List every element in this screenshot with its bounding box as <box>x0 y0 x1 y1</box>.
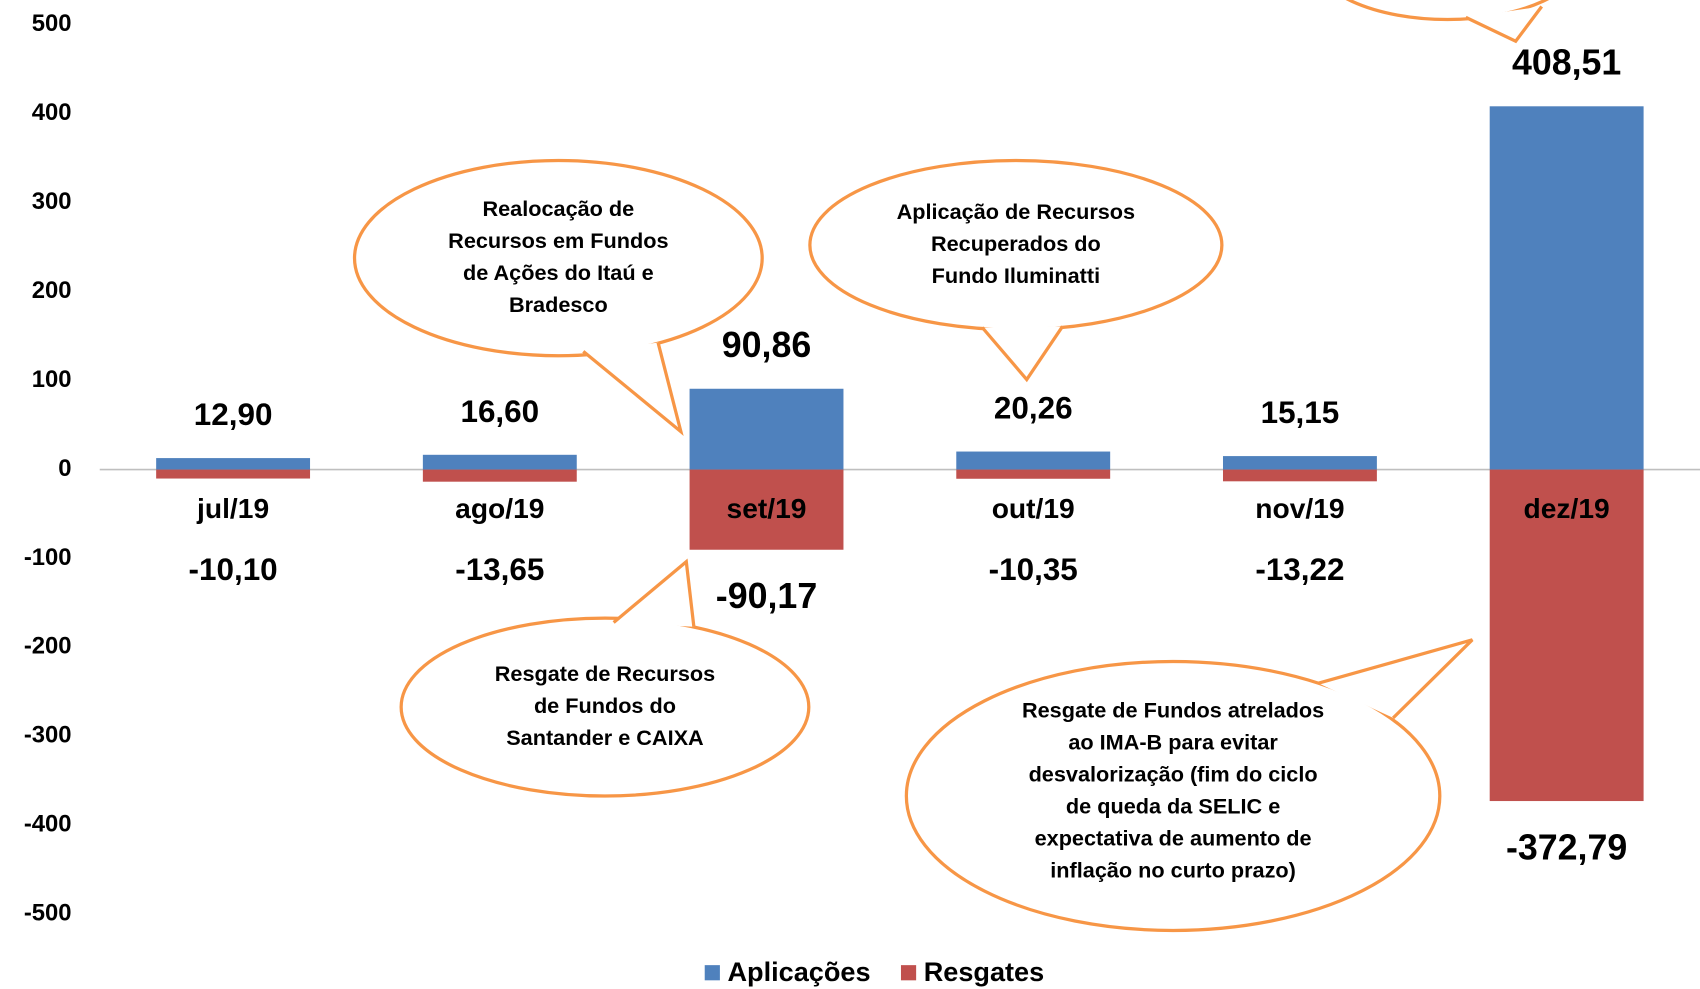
callout-bubble <box>352 158 764 358</box>
annotation: Recuperados do <box>931 231 1101 256</box>
y-tick-label: 500 <box>32 10 72 37</box>
value-label: -13,22 <box>1255 552 1344 587</box>
annotation: expectativa de aumento de <box>1035 825 1312 850</box>
x-tick-label: jul/19 <box>196 492 269 524</box>
callout-bubble <box>1345 0 1550 22</box>
bar <box>689 469 844 550</box>
value-label: 12,90 <box>194 397 273 432</box>
annotation: Santander e CAIXA <box>506 725 704 750</box>
callout <box>1345 0 1550 44</box>
callout: Aplicação de Recursos Recuperados do Fundo… <box>808 158 1224 383</box>
callout-tail-edge <box>612 558 696 627</box>
callout-tail <box>982 326 1063 380</box>
annotation: ao IMA-B para evitar <box>1068 729 1278 754</box>
annotation: Recursos em Fundos <box>448 228 668 253</box>
bar <box>1222 469 1377 482</box>
callout-tail-edge <box>1465 5 1544 44</box>
bar <box>1489 469 1644 802</box>
bar <box>156 469 311 479</box>
callout-tail-edge <box>981 325 1064 383</box>
callout: Realocação de Recursos em Fundos de Ações … <box>352 158 764 437</box>
legend-label: Resgates <box>924 956 1044 987</box>
y-tick-label: 100 <box>32 366 72 393</box>
bar <box>689 388 844 470</box>
annotation: Resgate de Fundos atrelados <box>1022 697 1324 722</box>
callout-tail <box>613 561 694 627</box>
x-tick-label: nov/19 <box>1255 492 1344 524</box>
callout-tail-edge <box>1317 638 1474 720</box>
callout-tail-edge <box>582 342 684 437</box>
annotation: desvalorização (fim do ciclo <box>1029 761 1318 786</box>
value-label: -90,17 <box>716 576 817 616</box>
y-tick-label: 300 <box>32 188 72 215</box>
y-tick-label: -400 <box>24 811 72 838</box>
value-label: -10,10 <box>189 552 278 587</box>
x-tick-label: out/19 <box>992 492 1075 524</box>
annotation: de Fundos do <box>534 693 676 718</box>
y-tick-label: -200 <box>24 633 72 660</box>
value-label: -372,79 <box>1506 827 1627 867</box>
x-tick-label: ago/19 <box>455 492 544 524</box>
legend-swatch <box>900 965 917 981</box>
y-tick-label: 200 <box>32 277 72 304</box>
bar <box>956 451 1111 470</box>
value-label: 15,15 <box>1261 395 1340 430</box>
value-label: 20,26 <box>994 391 1073 426</box>
callout-tail <box>1318 639 1473 718</box>
annotation: inflação no curto prazo) <box>1050 857 1296 882</box>
callout-tail <box>583 342 681 432</box>
y-tick-label: 400 <box>32 99 72 126</box>
callout-bubble <box>399 616 811 798</box>
value-label: 16,60 <box>460 394 539 429</box>
x-tick-label: dez/19 <box>1524 492 1610 524</box>
annotation: de queda da SELIC e <box>1066 793 1280 818</box>
bar <box>156 458 311 470</box>
annotation: de Ações do Itaú e <box>463 260 654 285</box>
bar <box>422 469 577 482</box>
callout-bubble <box>904 659 1442 933</box>
legend-swatch <box>704 965 720 981</box>
callout: Resgate de Fundos atrelados ao IMA-B para… <box>904 638 1474 933</box>
y-tick-label: 0 <box>58 455 71 482</box>
callout-tail <box>1465 6 1542 42</box>
value-label: 408,51 <box>1512 43 1621 83</box>
annotation: Fundo Iluminatti <box>932 263 1101 288</box>
y-tick-label: -500 <box>24 899 72 926</box>
annotation: Bradesco <box>509 292 608 317</box>
bar <box>422 454 577 470</box>
callout: Resgate de Recursos de Fundos do Santander… <box>399 558 811 798</box>
bar <box>1489 106 1644 470</box>
bar <box>956 469 1111 479</box>
y-tick-label: -300 <box>24 722 72 749</box>
value-label: 90,86 <box>722 325 812 365</box>
annotation: Resgate de Recursos <box>495 661 715 686</box>
value-label: -13,65 <box>455 552 544 587</box>
value-label: -10,35 <box>989 552 1078 587</box>
annotation: Aplicação de Recursos <box>897 199 1135 224</box>
y-tick-label: -100 <box>24 544 72 571</box>
annotation: Realocação de <box>482 196 634 221</box>
x-tick-label: set/19 <box>727 492 807 524</box>
bar <box>1222 456 1377 470</box>
legend-label: Aplicações <box>727 956 870 987</box>
